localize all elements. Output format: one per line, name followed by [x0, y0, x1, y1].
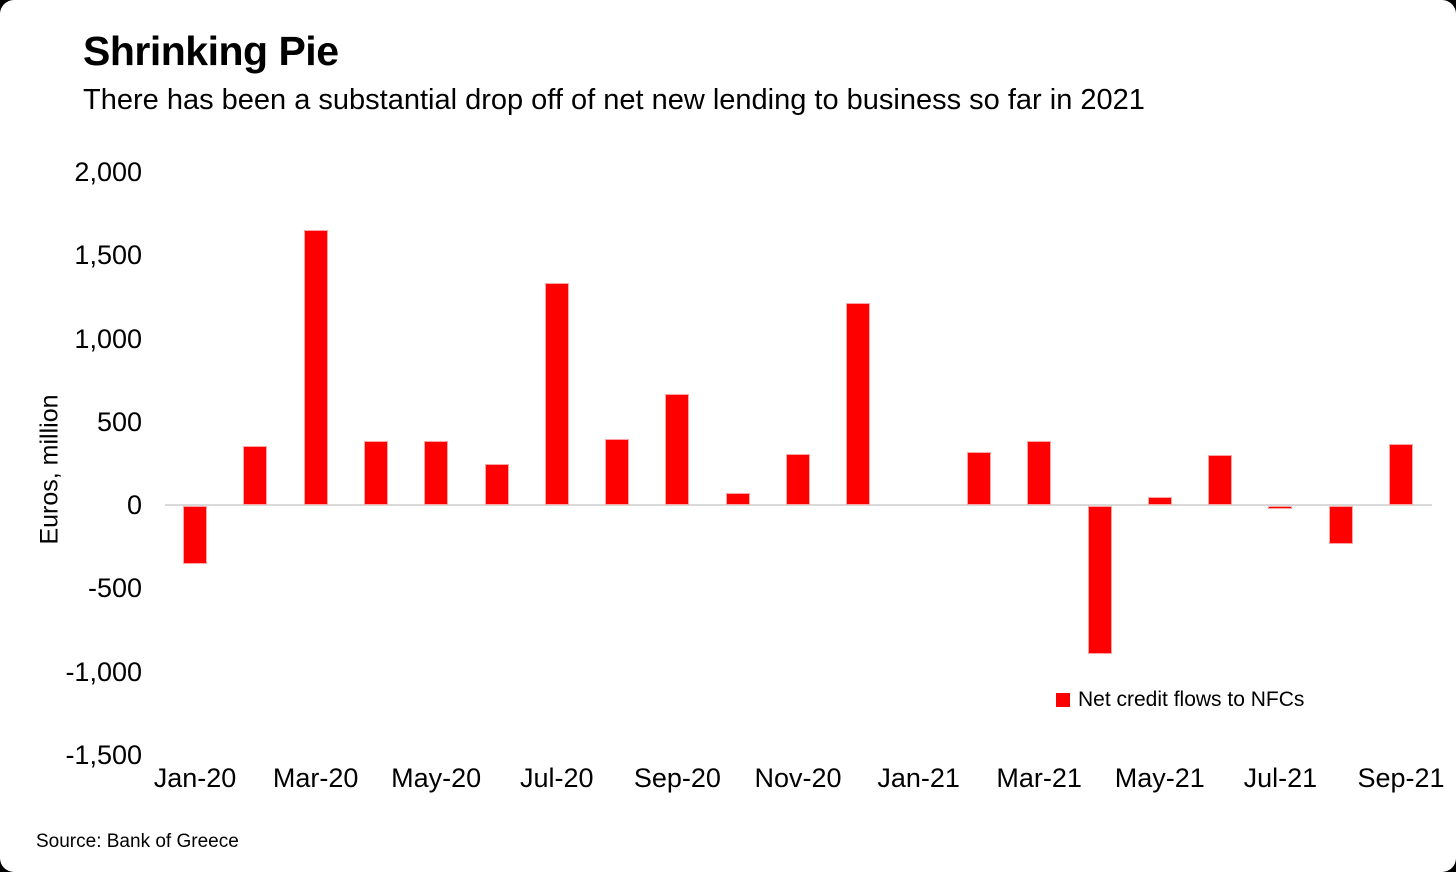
y-tick-label: 2,000 [74, 157, 142, 187]
bar-nov-20 [786, 453, 810, 506]
legend-swatch-icon [1056, 693, 1070, 707]
bar-dec-20 [846, 302, 871, 506]
bar-aug-20 [605, 438, 630, 506]
x-tick-label-nov-20: Nov-20 [754, 763, 842, 793]
x-tick-label-jan-21: Jan-21 [877, 763, 960, 793]
y-tick-label: 1,500 [74, 240, 142, 271]
y-tick-label: -500 [87, 573, 142, 604]
bar-oct-20 [725, 493, 750, 506]
y-tick-label: 0 [126, 490, 142, 521]
source-note: Source: Bank of Greece [36, 831, 239, 852]
x-tick-label-may-20: May-20 [391, 763, 482, 793]
x-tick-label-sep-20: Sep-20 [633, 763, 721, 793]
bar-aug-21 [1328, 506, 1353, 545]
x-tick-label-mar-20: Mar-20 [272, 763, 359, 793]
x-tick-label-mar-21: Mar-21 [996, 763, 1082, 793]
bar-may-21 [1147, 496, 1172, 506]
y-tick-label: 1,000 [74, 323, 142, 354]
bar-may-20 [424, 441, 449, 506]
bar-chart-plot-area [165, 172, 1432, 755]
bar-mar-21 [1027, 441, 1052, 506]
bar-sep-21 [1389, 443, 1413, 506]
bar-sep-20 [665, 393, 690, 506]
x-tick-label-jul-20: Jul-20 [520, 763, 594, 793]
bar-jan-20 [183, 506, 207, 565]
x-axis-zero-line [165, 504, 1432, 507]
bar-feb-21 [966, 451, 991, 506]
x-tick-label-jul-21: Jul-21 [1243, 763, 1318, 793]
bar-apr-21 [1087, 506, 1112, 655]
y-axis-title: Euros, million [35, 394, 64, 545]
chart-title: Shrinking Pie [83, 28, 339, 74]
bar-jul-21 [1268, 506, 1293, 510]
x-tick-label-sep-21: Sep-21 [1357, 763, 1445, 793]
y-tick-label: -1,500 [65, 740, 142, 770]
bar-feb-20 [243, 446, 268, 506]
bar-apr-20 [363, 441, 388, 506]
chart-subtitle: There has been a substantial drop off of… [83, 84, 1145, 116]
bar-mar-20 [303, 230, 328, 506]
legend-label: Net credit flows to NFCs [1078, 688, 1305, 711]
bar-jul-20 [544, 282, 569, 506]
y-tick-label: -1,000 [65, 656, 142, 687]
chart-legend: Net credit flows to NFCs [1056, 688, 1304, 712]
y-tick-label: 500 [96, 406, 142, 437]
bar-jun-21 [1208, 455, 1233, 506]
x-tick-label-may-21: May-21 [1114, 763, 1205, 793]
x-tick-label-jan-20: Jan-20 [153, 763, 237, 793]
bar-jun-20 [484, 463, 509, 506]
